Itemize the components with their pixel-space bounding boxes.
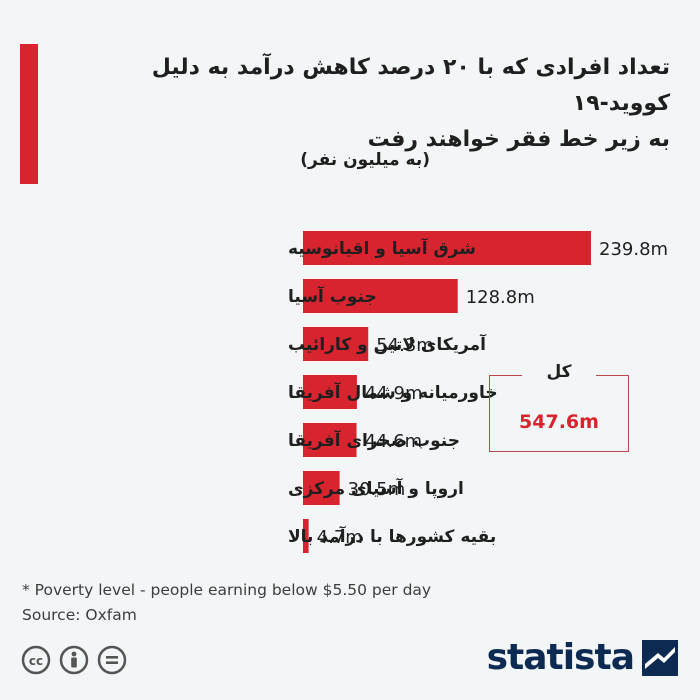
notes: * Poverty level - people earning below $… [22, 578, 431, 628]
statista-logo[interactable]: statista [487, 637, 678, 678]
source: Source: Oxfam [22, 606, 137, 624]
cc-icon[interactable]: cc [21, 645, 51, 675]
bar [303, 519, 309, 553]
category-label: بقیه کشورها با درآمد بالا [288, 525, 496, 547]
statista-logo-icon [642, 639, 678, 676]
bar [303, 279, 458, 313]
value-label: 44.9m [365, 383, 423, 404]
value-label: 239.8m [599, 239, 668, 260]
value-label: 44.6m [365, 431, 423, 452]
bar [303, 375, 357, 409]
bar [303, 423, 357, 457]
total-value: 547.6m [519, 411, 599, 433]
accent-bar [20, 44, 38, 184]
category-label: اروپا و آسیای مرکزی [288, 477, 464, 499]
bar [303, 327, 369, 361]
category-label: آمریکای لاتین و کارائیب [288, 333, 487, 355]
total-box: کل 547.6m [489, 362, 629, 452]
total-label: کل [546, 362, 572, 382]
license-icons: cc [21, 645, 127, 675]
bar [303, 471, 340, 505]
bar [303, 231, 591, 265]
value-label: 30.5m [348, 479, 406, 500]
category-label: خاورمیانه و شمال آفریقا [288, 381, 498, 403]
category-label: شرق آسیا و اقیانوسیه [288, 237, 476, 259]
category-label: جنوب آسیا [288, 285, 377, 307]
chart-title: تعداد افرادی که با ۲۰ درصد کاهش درآمد به… [70, 50, 670, 158]
svg-text:cc: cc [29, 654, 43, 668]
bar-chart: شرق آسیا و اقیانوسیه 239.8m جنوب آسیا 128.8… [288, 231, 668, 553]
brand-name: statista [486, 637, 635, 678]
footnote: * Poverty level - people earning below $… [22, 581, 432, 599]
unit-label: (به میلیون نفر) [300, 150, 430, 170]
nd-icon[interactable] [97, 645, 127, 675]
title-line-1: تعداد افرادی که با ۲۰ درصد کاهش درآمد به… [151, 55, 670, 116]
value-label: 4.7m [317, 527, 363, 548]
value-label: 128.8m [466, 287, 535, 308]
category-label: جنوب صحرای آفریقا [288, 429, 460, 451]
by-icon[interactable] [59, 645, 89, 675]
title-line-2: به زیر خط فقر خواهند رفت [367, 127, 670, 152]
value-label: 54.3m [376, 335, 434, 356]
